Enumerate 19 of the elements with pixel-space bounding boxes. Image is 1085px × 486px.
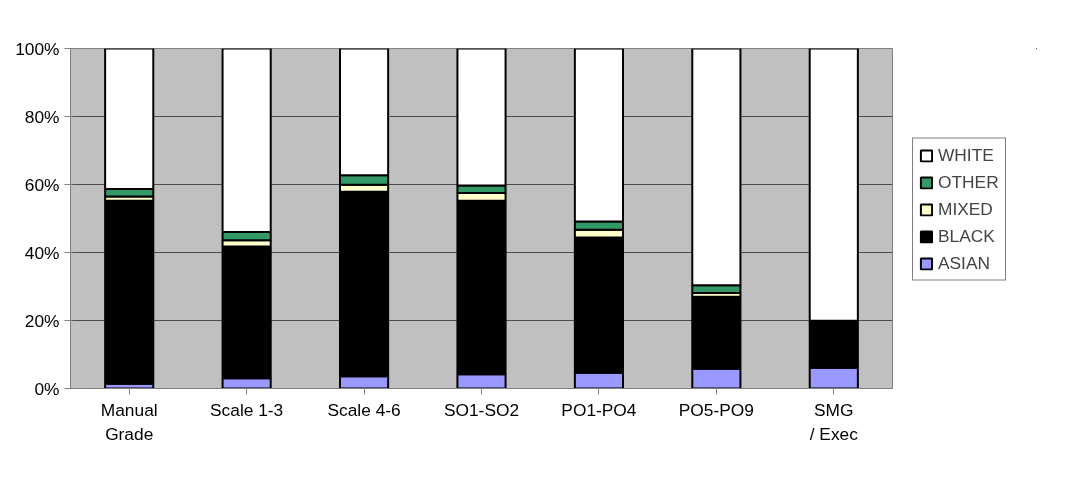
x-tick-label: SMG / Exec [809, 399, 859, 444]
x-tick-label: Scale 1-3 [210, 399, 284, 420]
y-tick-label: 80% [24, 106, 60, 127]
legend-label: OTHER [938, 171, 999, 193]
legend-label: ASIAN [938, 252, 991, 274]
legend-label: WHITE [938, 144, 994, 166]
x-tick-label: Manual Grade [100, 399, 158, 444]
legend-label: BLACK [938, 225, 995, 247]
y-tick-label: 100% [15, 38, 60, 59]
x-tick-label: PO1-PO4 [561, 399, 637, 420]
legend-label: MIXED [938, 198, 993, 220]
y-tick-label: 0% [34, 378, 60, 399]
y-tick-label: 60% [24, 174, 60, 195]
y-tick-label: 40% [24, 242, 60, 263]
x-tick-label: Scale 4-6 [327, 399, 401, 420]
x-tick-label: PO5-PO9 [678, 399, 754, 420]
bar [104, 199, 155, 385]
x-tick-label: SO1-SO2 [443, 399, 520, 420]
y-tick-label: 20% [24, 310, 60, 331]
